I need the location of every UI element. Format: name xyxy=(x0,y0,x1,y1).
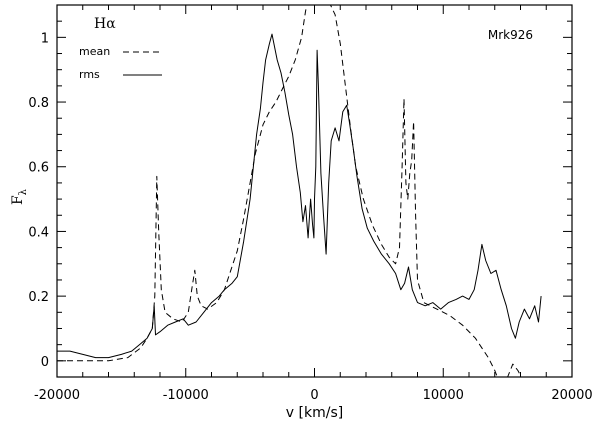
object-label: Mrk926 xyxy=(488,28,533,42)
y-tick-label: 0.8 xyxy=(28,96,49,111)
y-tick-label: 0.6 xyxy=(28,161,49,176)
y-tick-label: 0.4 xyxy=(28,225,49,240)
axis-ticks xyxy=(56,4,573,378)
x-tick-label: 20000 xyxy=(551,388,592,403)
series-line-mean xyxy=(57,5,542,377)
y-tick-label: 1 xyxy=(41,31,49,46)
x-tick-label: 0 xyxy=(310,388,318,403)
x-axis-label: v [km/s] xyxy=(286,405,343,421)
x-tick-label: -10000 xyxy=(163,388,209,403)
y-tick-label: 0 xyxy=(41,355,49,370)
y-tick-label: 0.2 xyxy=(28,290,49,305)
tick-labels: -20000 -10000 0 10000 20000 0 0.2 0.4 0.6 0.8 1 xyxy=(28,31,592,403)
series-line-rms xyxy=(57,33,542,359)
series-layer xyxy=(57,5,542,377)
line-label: Hα xyxy=(94,16,116,32)
y-axis-label: Fλ xyxy=(10,188,29,205)
legend-mean-label: mean xyxy=(79,45,110,58)
y-axis-label-main: F xyxy=(10,195,26,205)
x-tick-label: -20000 xyxy=(34,388,80,403)
legend-rms-label: rms xyxy=(79,68,100,81)
x-tick-label: 10000 xyxy=(423,388,464,403)
y-axis-label-sub: λ xyxy=(18,188,29,195)
legend: mean rms xyxy=(79,45,162,81)
